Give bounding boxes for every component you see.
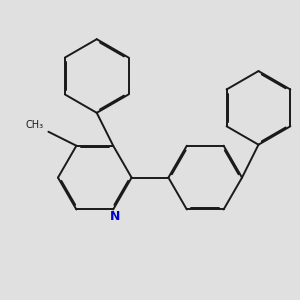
Text: N: N bbox=[110, 210, 120, 223]
Text: CH₃: CH₃ bbox=[26, 120, 44, 130]
